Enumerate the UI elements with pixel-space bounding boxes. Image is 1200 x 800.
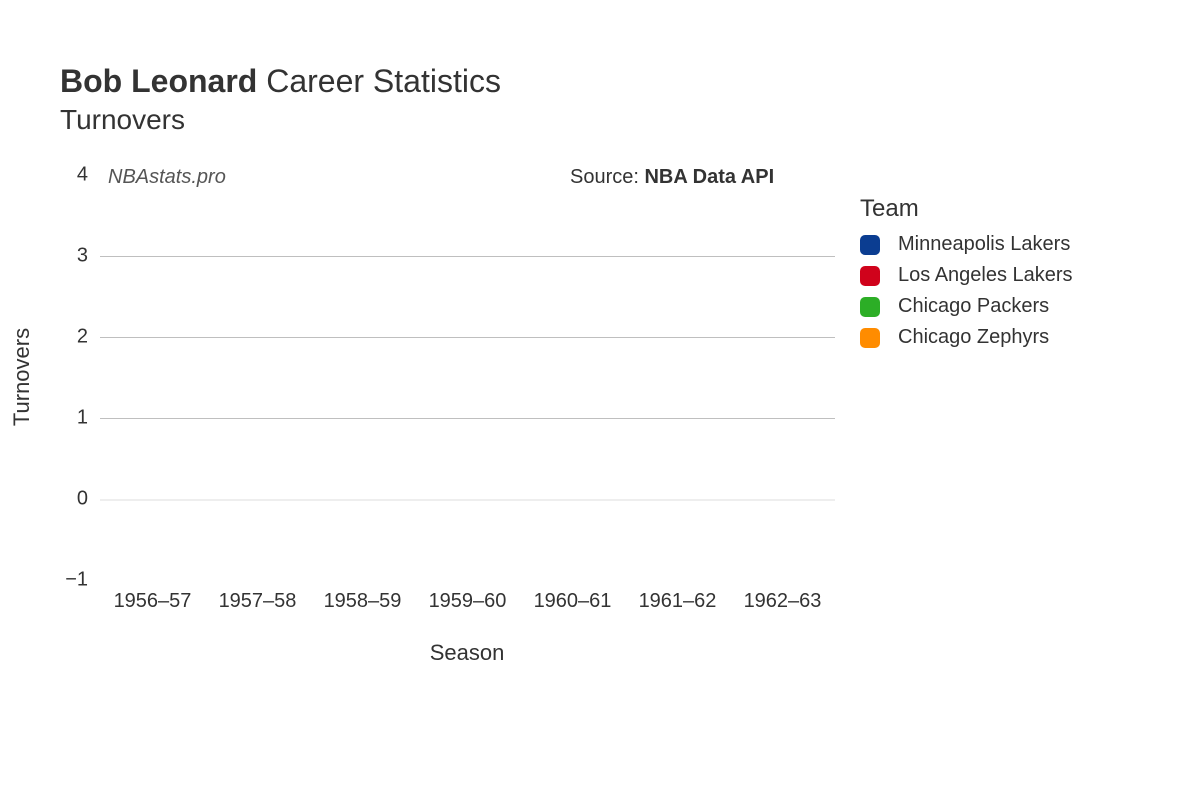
y-tick-label: 4 <box>48 164 88 187</box>
legend-swatch <box>860 235 880 255</box>
legend-title: Team <box>860 195 1073 223</box>
gridline <box>100 256 835 257</box>
legend-label: Minneapolis Lakers <box>898 233 1070 256</box>
legend-swatch <box>860 297 880 317</box>
legend-swatch <box>860 266 880 286</box>
chart-title-block: Bob Leonard Career Statistics Turnovers <box>60 62 501 136</box>
title-suffix: Career Statistics <box>257 63 501 99</box>
legend-items: Minneapolis Lakers Los Angeles Lakers Chic… <box>860 233 1073 349</box>
chart-container: Bob Leonard Career Statistics Turnovers … <box>0 0 1200 800</box>
y-tick-label: 1 <box>48 407 88 430</box>
legend-item: Chicago Zephyrs <box>860 326 1073 349</box>
legend-item: Minneapolis Lakers <box>860 233 1073 256</box>
y-axis-label: Turnovers <box>9 328 35 426</box>
x-tick-label: 1958–59 <box>310 590 415 613</box>
x-tick-label: 1961–62 <box>625 590 730 613</box>
legend-label: Los Angeles Lakers <box>898 264 1073 287</box>
plot-area <box>100 175 835 580</box>
x-axis-label: Season <box>430 640 505 666</box>
legend-item: Chicago Packers <box>860 295 1073 318</box>
player-name: Bob Leonard <box>60 63 257 99</box>
y-tick-label: 2 <box>48 326 88 349</box>
x-tick-label: 1956–57 <box>100 590 205 613</box>
x-tick-label: 1959–60 <box>415 590 520 613</box>
gridline <box>100 418 835 419</box>
y-tick-label: −1 <box>48 569 88 592</box>
legend: Team Minneapolis Lakers Los Angeles Laker… <box>860 195 1073 357</box>
legend-label: Chicago Packers <box>898 295 1049 318</box>
x-tick-label: 1957–58 <box>205 590 310 613</box>
y-tick-label: 0 <box>48 488 88 511</box>
legend-item: Los Angeles Lakers <box>860 264 1073 287</box>
x-tick-label: 1962–63 <box>730 590 835 613</box>
legend-swatch <box>860 328 880 348</box>
legend-label: Chicago Zephyrs <box>898 326 1049 349</box>
y-tick-label: 3 <box>48 245 88 268</box>
gridline <box>100 499 835 501</box>
chart-subtitle: Turnovers <box>60 104 501 136</box>
gridline <box>100 337 835 338</box>
x-tick-label: 1960–61 <box>520 590 625 613</box>
chart-title: Bob Leonard Career Statistics <box>60 62 501 100</box>
